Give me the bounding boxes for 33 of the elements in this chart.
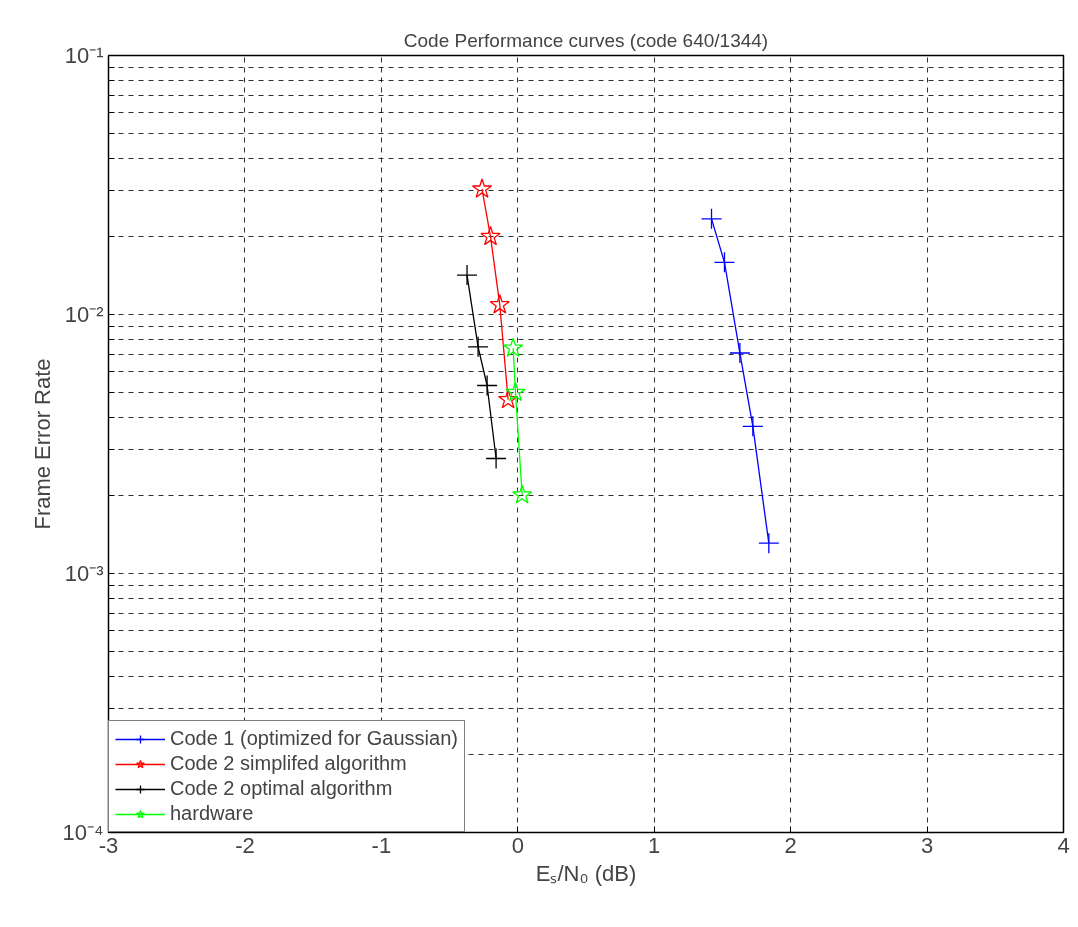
x-tick-label: -1 bbox=[371, 832, 392, 858]
point bbox=[497, 389, 519, 409]
point bbox=[742, 415, 764, 437]
x-tick-label: 3 bbox=[920, 832, 934, 858]
legend-label: Code 1 (optimized for Gaussian) bbox=[170, 727, 458, 750]
point bbox=[505, 381, 526, 402]
point bbox=[456, 264, 478, 286]
legend-label: Code 2 optimal algorithm bbox=[170, 777, 393, 800]
legend-label: hardware bbox=[170, 802, 254, 825]
y-tick-label: 10⁻³ bbox=[64, 561, 104, 586]
x-tick-label: 1 bbox=[648, 832, 661, 858]
point bbox=[713, 251, 736, 273]
x-axis-title: Eₛ/N₀ (dB) bbox=[535, 860, 637, 886]
x-tick-label: -2 bbox=[235, 832, 255, 858]
point bbox=[489, 294, 510, 314]
legend-label: Code 2 simplifed algorithm bbox=[170, 752, 407, 775]
point bbox=[758, 532, 780, 554]
point bbox=[476, 374, 498, 397]
chart-title: Code Performance curves (code 640/1344) bbox=[403, 29, 769, 51]
y-axis-title: Frame Error Rate bbox=[29, 358, 55, 530]
point bbox=[700, 208, 723, 230]
point bbox=[485, 447, 507, 470]
x-tick-label: 2 bbox=[784, 832, 797, 858]
x-tick-label: 4 bbox=[1057, 832, 1070, 858]
x-tick-label: 0 bbox=[511, 832, 524, 858]
point bbox=[729, 342, 751, 364]
point bbox=[502, 337, 524, 357]
y-tick-label: 10⁻² bbox=[64, 302, 104, 327]
point bbox=[467, 336, 489, 358]
y-tick-label: 10⁻¹ bbox=[64, 43, 104, 68]
point bbox=[480, 225, 501, 246]
point bbox=[511, 484, 533, 504]
point bbox=[471, 178, 493, 198]
